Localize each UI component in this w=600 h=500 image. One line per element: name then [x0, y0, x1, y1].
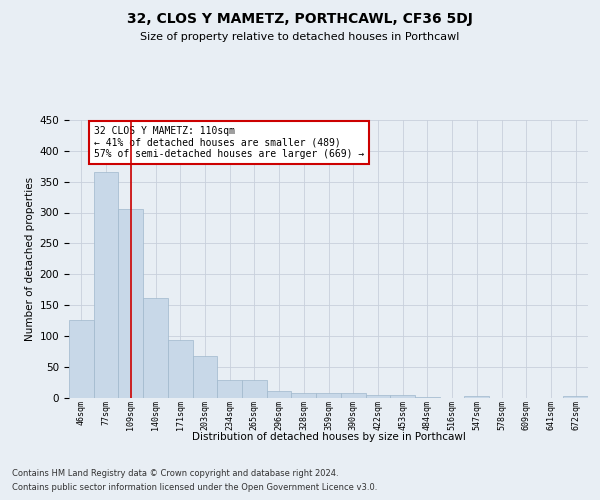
Bar — [415, 397, 440, 398]
Bar — [464, 396, 489, 398]
Y-axis label: Number of detached properties: Number of detached properties — [25, 176, 35, 341]
Bar — [168, 340, 193, 398]
Bar — [94, 172, 118, 398]
Bar — [143, 298, 168, 398]
Bar — [292, 393, 316, 398]
Text: Size of property relative to detached houses in Porthcawl: Size of property relative to detached ho… — [140, 32, 460, 42]
Text: Contains HM Land Registry data © Crown copyright and database right 2024.: Contains HM Land Registry data © Crown c… — [12, 469, 338, 478]
Bar — [316, 392, 341, 398]
Bar — [390, 395, 415, 398]
Bar — [563, 396, 588, 398]
Text: Contains public sector information licensed under the Open Government Licence v3: Contains public sector information licen… — [12, 482, 377, 492]
Text: 32 CLOS Y MAMETZ: 110sqm
← 41% of detached houses are smaller (489)
57% of semi-: 32 CLOS Y MAMETZ: 110sqm ← 41% of detach… — [94, 126, 364, 160]
Text: Distribution of detached houses by size in Porthcawl: Distribution of detached houses by size … — [192, 432, 466, 442]
Bar — [242, 380, 267, 398]
Text: 32, CLOS Y MAMETZ, PORTHCAWL, CF36 5DJ: 32, CLOS Y MAMETZ, PORTHCAWL, CF36 5DJ — [127, 12, 473, 26]
Bar — [193, 356, 217, 398]
Bar — [118, 210, 143, 398]
Bar — [217, 380, 242, 398]
Bar — [365, 395, 390, 398]
Bar — [341, 392, 365, 398]
Bar — [267, 392, 292, 398]
Bar — [69, 320, 94, 398]
